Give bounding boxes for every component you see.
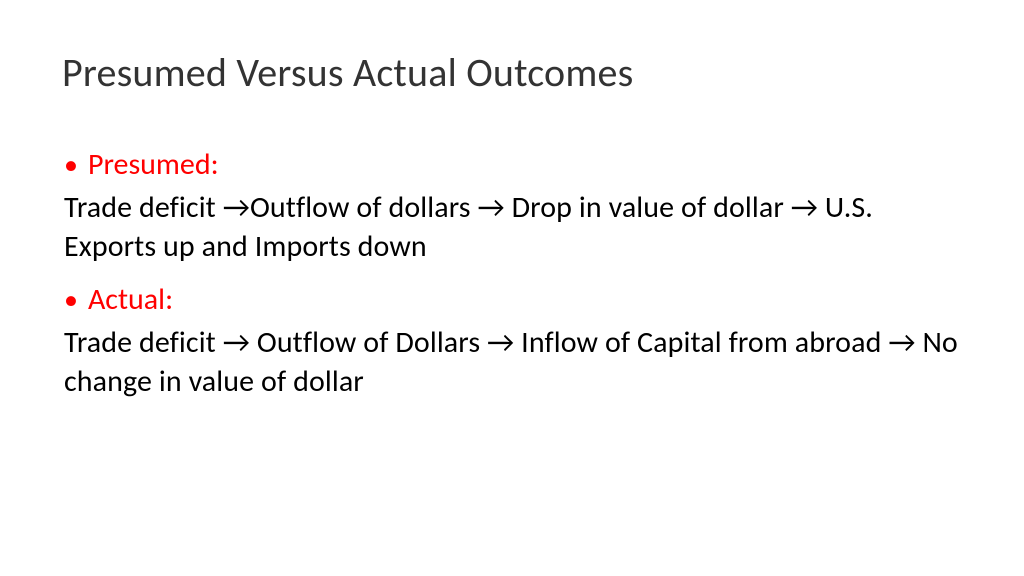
bullet-body-actual: Trade deficit → Outflow of Dollars → Inf… xyxy=(64,323,962,401)
bullet-item-actual: • Actual: xyxy=(62,280,962,319)
slide-title: Presumed Versus Actual Outcomes xyxy=(62,48,962,97)
slide-container: Presumed Versus Actual Outcomes • Presum… xyxy=(0,0,1024,463)
bullet-label: Actual: xyxy=(88,280,173,319)
bullet-body-presumed: Trade deficit →Outflow of dollars → Drop… xyxy=(64,188,962,266)
bullet-marker-icon: • xyxy=(64,147,78,183)
bullet-label: Presumed: xyxy=(88,145,219,184)
bullet-marker-icon: • xyxy=(64,282,78,318)
slide-content: • Presumed: Trade deficit →Outflow of do… xyxy=(62,145,962,401)
bullet-item-presumed: • Presumed: xyxy=(62,145,962,184)
